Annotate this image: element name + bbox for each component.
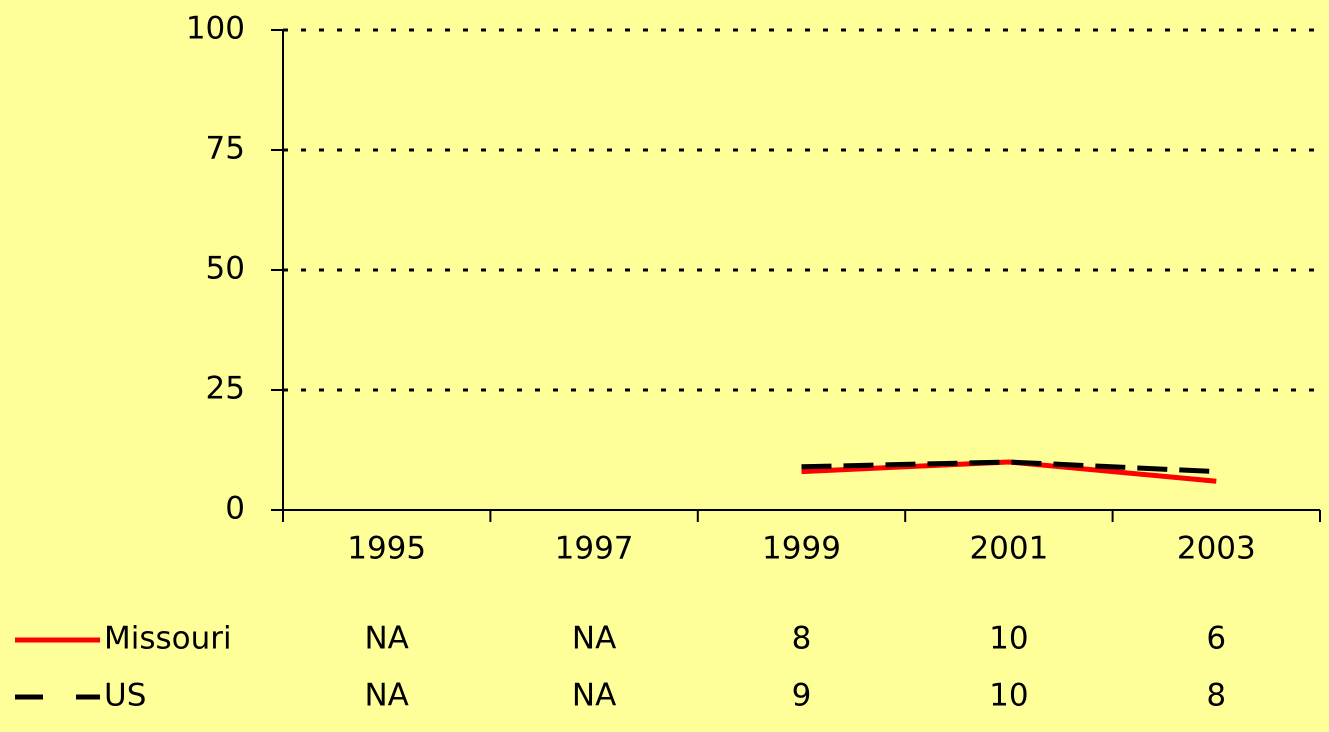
x-tick-label: 2001 [969,531,1048,567]
table-value: NA [572,678,616,714]
x-tick-label: 2003 [1177,531,1256,567]
table-value: 8 [792,621,812,657]
y-tick-label: 25 [206,371,245,407]
series-line [801,459,1217,475]
x-tick-label: 1999 [762,531,841,567]
legend-label: Missouri [104,621,232,657]
table-value: 8 [1206,678,1226,714]
legend-label: US [104,678,146,714]
x-tick-label: 1995 [347,531,426,567]
series-line [801,459,1217,484]
table-value: NA [572,621,616,657]
x-tick-label: 1997 [555,531,634,567]
y-tick-label: 75 [206,131,245,167]
table-value: 9 [792,678,812,714]
table-value: 10 [989,621,1028,657]
table-value: 6 [1206,621,1226,657]
table-value: 10 [989,678,1028,714]
y-tick-label: 100 [186,11,245,47]
y-tick-label: 50 [206,251,245,287]
y-tick-label: 0 [225,491,245,527]
table-value: NA [364,621,408,657]
table-value: NA [364,678,408,714]
